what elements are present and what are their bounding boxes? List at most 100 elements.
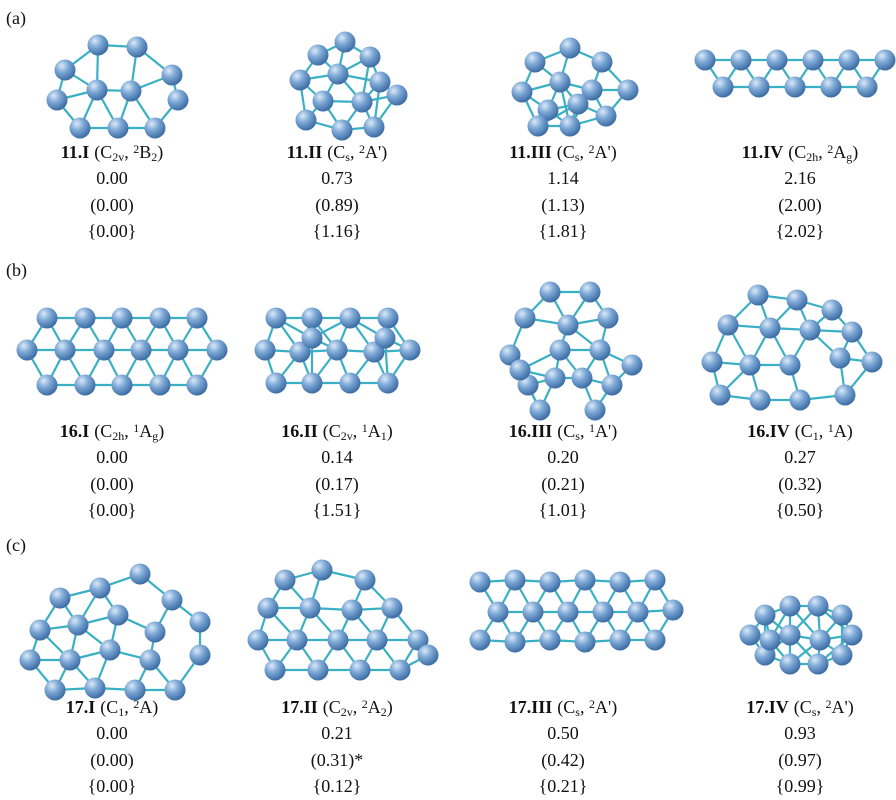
- atom: [87, 34, 109, 56]
- molecule: [254, 307, 421, 394]
- atom: [49, 587, 71, 609]
- atom: [644, 629, 666, 651]
- label-part: 1: [362, 421, 368, 435]
- atom: [369, 71, 391, 93]
- label-part: ,: [353, 421, 362, 441]
- atom: [829, 347, 851, 369]
- atom: [749, 389, 771, 411]
- atom: [84, 677, 106, 699]
- atom: [549, 71, 571, 93]
- atom: [584, 399, 606, 421]
- energy: {0.00}: [88, 500, 137, 520]
- atom: [739, 624, 761, 646]
- atom: [46, 89, 68, 111]
- label-part: 11.IV: [742, 142, 784, 162]
- label-part: 2v: [112, 150, 124, 164]
- atom: [861, 351, 883, 373]
- label-part: 11.III: [509, 142, 552, 162]
- label-part: (C: [327, 142, 345, 163]
- label-part: (C: [100, 697, 118, 718]
- atom: [807, 595, 829, 617]
- atom: [574, 631, 596, 653]
- label-part: 2: [133, 142, 139, 156]
- atom: [111, 374, 133, 396]
- energy: (0.17): [315, 474, 359, 495]
- atom: [93, 339, 115, 361]
- label-part: (C: [557, 697, 575, 718]
- atom: [264, 659, 286, 681]
- energy: 0.14: [321, 447, 353, 467]
- label-part: B: [139, 142, 151, 162]
- label-part: ,: [124, 697, 133, 717]
- atom: [557, 314, 579, 336]
- atom: [363, 116, 385, 138]
- energy: 0.00: [96, 723, 128, 743]
- atom: [301, 307, 323, 329]
- atom: [712, 76, 734, 98]
- atom: [144, 117, 166, 139]
- atom: [514, 307, 536, 329]
- atom: [784, 76, 806, 98]
- atom: [86, 79, 108, 101]
- label-part: 17.II: [281, 697, 318, 717]
- label-part: g: [846, 150, 852, 164]
- molecule: [701, 284, 883, 411]
- label-part: ,: [353, 697, 362, 717]
- atom: [539, 571, 561, 593]
- atom: [89, 577, 111, 599]
- atom: [366, 629, 388, 651]
- label-part: 1: [118, 705, 124, 719]
- atom: [254, 339, 276, 361]
- atom: [841, 321, 863, 343]
- atom: [701, 351, 723, 373]
- label-part: ): [387, 697, 393, 718]
- energy: 0.00: [96, 168, 128, 188]
- structure-label: 11.III (Cs, 2A'): [509, 142, 616, 164]
- energy: (2.00): [778, 195, 822, 216]
- atom: [386, 84, 408, 106]
- atom: [856, 76, 878, 98]
- label-part: ,: [124, 421, 133, 441]
- label-part: s: [575, 705, 580, 719]
- molecule: [499, 281, 643, 421]
- atom: [129, 563, 151, 585]
- label-part: ): [157, 142, 163, 163]
- label-part: 17.IV: [746, 697, 789, 717]
- label-part: A): [139, 697, 158, 718]
- energy: (0.97): [778, 750, 822, 771]
- label-part: 2: [381, 705, 387, 719]
- atom: [644, 569, 666, 591]
- label-part: A): [834, 421, 853, 442]
- label-part: ,: [350, 142, 359, 162]
- label-part: 2: [588, 142, 594, 156]
- energy: {0.21}: [539, 776, 588, 796]
- atom: [299, 597, 321, 619]
- energy: {1.16}: [313, 221, 362, 241]
- atom: [571, 367, 593, 389]
- atom: [301, 327, 323, 349]
- energy: {2.02}: [776, 221, 825, 241]
- structure-label: 11.IV (C2h, 2Ag): [742, 142, 859, 164]
- atom: [504, 569, 526, 591]
- energy: 0.73: [321, 168, 353, 188]
- energy: (0.21): [541, 474, 585, 495]
- energy: 0.93: [784, 723, 816, 743]
- atom: [627, 601, 649, 623]
- atom: [286, 629, 308, 651]
- label-part: 1: [589, 421, 595, 435]
- atom: [274, 569, 296, 591]
- label-part: s: [812, 705, 817, 719]
- atom: [327, 63, 349, 85]
- energy: (0.31)*: [311, 750, 364, 771]
- label-part: 2: [589, 697, 595, 711]
- atom: [504, 631, 526, 653]
- label-part: 16.IV: [747, 421, 790, 441]
- atom: [149, 374, 171, 396]
- atom: [59, 649, 81, 671]
- atom: [709, 384, 731, 406]
- label-part: 16.I: [60, 421, 90, 441]
- atom: [359, 46, 381, 68]
- atom: [544, 367, 566, 389]
- atom: [107, 604, 129, 626]
- energy: {0.99}: [776, 776, 825, 796]
